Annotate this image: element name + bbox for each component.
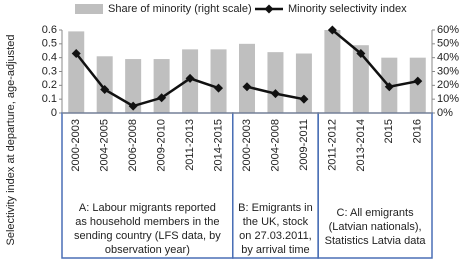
legend-swatch	[75, 4, 103, 14]
group-label: as household members in the	[75, 216, 219, 228]
group-label: (Latvian nationals),	[329, 221, 422, 233]
group-label: C: All emigrants	[337, 207, 415, 219]
y-tick-label: 0.3	[42, 65, 57, 77]
group-label: B: Emigrants in	[238, 202, 313, 214]
y2-tick-label: 60%	[437, 24, 459, 36]
bar	[153, 59, 170, 113]
x-tick-label: 2009-2010	[156, 119, 168, 172]
marker	[242, 82, 252, 92]
x-tick-label: 2004-2008	[269, 119, 281, 172]
y-tick-label: 0.6	[42, 24, 57, 36]
group-label: the UK, stock	[243, 216, 309, 228]
y-tick-label: 0.5	[42, 38, 57, 50]
y2-tick-label: 10%	[437, 93, 459, 105]
y-axis-label: Selectivity index at departure, age-adju…	[5, 35, 17, 246]
y2-tick-label: 40%	[437, 52, 459, 64]
group-label: on 27.03.2011,	[239, 230, 312, 242]
y2-tick-label: 30%	[437, 65, 459, 77]
marker	[157, 93, 167, 103]
bar	[125, 59, 142, 113]
marker	[185, 73, 195, 83]
bar	[96, 56, 113, 113]
marker	[413, 76, 423, 86]
marker	[100, 84, 110, 94]
x-tick-label: 2000-2003	[70, 119, 82, 172]
group-label: A: Labour migrants reported	[79, 202, 216, 214]
y2-tick-label: 20%	[437, 79, 459, 91]
y-tick-label: 0.4	[42, 52, 57, 64]
line	[331, 29, 419, 89]
legend-label: Share of minority (right scale)	[108, 3, 252, 15]
group-label: sending country (LFS data, by	[74, 230, 221, 242]
marker	[299, 94, 309, 104]
y2-tick-label: 0%	[437, 107, 453, 119]
y2-tick-label: 50%	[437, 38, 459, 50]
legend-swatch	[264, 4, 274, 14]
x-tick-label: 2014-2015	[212, 119, 224, 172]
marker	[214, 83, 224, 93]
y-tick-label: 0.1	[42, 93, 57, 105]
bar	[295, 53, 312, 113]
legend-label: Minority selectivity index	[288, 3, 407, 15]
marker	[270, 89, 280, 99]
x-tick-label: 2004-2005	[99, 119, 111, 172]
line	[75, 52, 219, 108]
marker	[71, 49, 81, 59]
bar	[324, 30, 341, 113]
x-tick-label: 2015	[383, 119, 395, 143]
x-tick-label: 2000-2003	[241, 119, 253, 172]
x-tick-label: 2016	[412, 119, 424, 143]
group-label: observation year)	[105, 244, 190, 256]
x-tick-label: 2011-2013	[184, 119, 196, 171]
bar	[267, 52, 284, 113]
group-label: Statistics Latvia data	[325, 235, 427, 247]
bar	[352, 45, 369, 113]
bar	[210, 49, 227, 113]
marker	[384, 82, 394, 92]
y-tick-label: 0	[51, 107, 57, 119]
x-tick-label: 2009-2011	[298, 119, 310, 171]
y-tick-label: 0.2	[42, 79, 57, 91]
marker	[128, 101, 138, 111]
x-tick-label: 2013-2014	[355, 119, 367, 172]
bar	[68, 31, 85, 114]
group-label: by arrival time	[241, 244, 309, 256]
x-tick-label: 2006-2008	[127, 119, 139, 172]
x-tick-label: 2011-2012	[326, 119, 338, 171]
marker	[356, 49, 366, 59]
marker	[327, 25, 337, 35]
bar	[239, 43, 255, 114]
